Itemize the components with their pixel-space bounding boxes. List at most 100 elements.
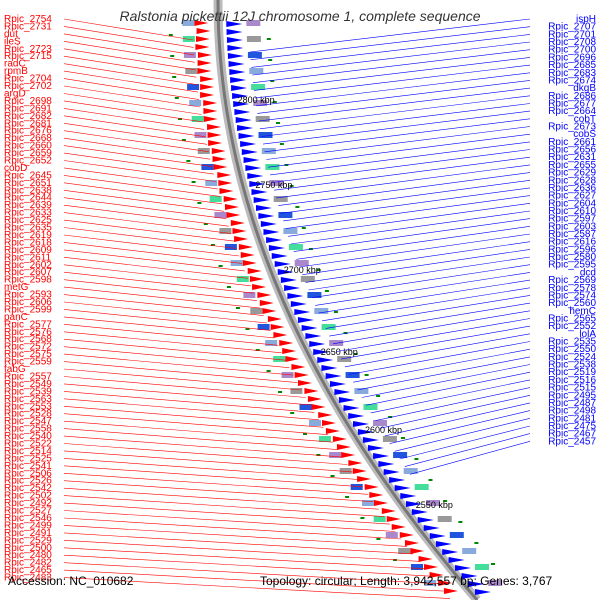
right-strand-gene-arrow bbox=[353, 421, 370, 427]
left-strand-gene-arrow bbox=[200, 92, 215, 98]
topology-text: Topology: circular; Length: 3,942,557 bp… bbox=[260, 574, 553, 588]
gene-label-left: Rpic_2609 bbox=[4, 245, 52, 256]
tick-mark bbox=[168, 34, 173, 36]
left-strand-gene-arrow bbox=[217, 172, 232, 178]
feature-block bbox=[318, 436, 331, 442]
feature-block bbox=[253, 100, 268, 106]
right-strand-gene-arrow bbox=[455, 565, 472, 571]
label-connector-right bbox=[357, 356, 531, 391]
feature-block bbox=[339, 468, 352, 474]
tick-mark bbox=[197, 202, 202, 204]
label-connector-right bbox=[258, 87, 531, 122]
right-strand-gene-arrow bbox=[251, 189, 268, 195]
gene-label-left: Rpic_2572 bbox=[4, 342, 52, 353]
gene-label-right: Rpic_2565 bbox=[548, 314, 596, 325]
gene-label-right: Rpic_2629 bbox=[548, 168, 596, 179]
feature-block bbox=[300, 276, 315, 282]
tick-mark bbox=[172, 76, 177, 78]
label-connector-left bbox=[63, 406, 324, 428]
left-strand-gene-arrow bbox=[249, 276, 264, 282]
gene-label-left: Rpic_2682 bbox=[4, 111, 52, 122]
label-connector-left bbox=[63, 435, 343, 458]
left-strand-gene-arrow bbox=[318, 412, 333, 418]
left-strand-gene-arrow bbox=[291, 364, 306, 370]
label-connector-left bbox=[63, 383, 311, 406]
right-strand-gene-arrow bbox=[227, 45, 244, 51]
label-connector-left bbox=[63, 18, 194, 41]
feature-block bbox=[294, 260, 309, 266]
tick-mark bbox=[324, 290, 329, 292]
left-strand-gene-arrow bbox=[238, 244, 253, 250]
right-strand-gene-arrow bbox=[263, 229, 280, 235]
tick-mark bbox=[388, 416, 393, 418]
feature-block bbox=[488, 580, 503, 586]
label-connector-left bbox=[63, 93, 202, 115]
label-connector-right bbox=[340, 325, 531, 360]
gene-label-left: Rpic_2660 bbox=[4, 141, 52, 152]
label-connector-right bbox=[276, 164, 531, 199]
right-strand-gene-arrow bbox=[226, 29, 243, 35]
label-connector-right bbox=[299, 233, 531, 268]
tick-mark bbox=[191, 181, 196, 183]
feature-block bbox=[354, 388, 369, 394]
label-connector-right bbox=[325, 295, 531, 329]
label-connector-left bbox=[63, 301, 268, 324]
gene-label-left: Rpic_2575 bbox=[4, 349, 52, 360]
right-strand-gene-arrow bbox=[230, 77, 247, 83]
feature-block bbox=[189, 100, 202, 106]
left-strand-gene-arrow bbox=[279, 340, 294, 346]
tick-mark bbox=[303, 433, 307, 435]
label-connector-left bbox=[63, 48, 196, 71]
left-strand-gene-arrow bbox=[247, 268, 262, 274]
label-connector-left bbox=[63, 577, 451, 599]
label-connector-left bbox=[63, 85, 201, 108]
feature-block bbox=[290, 388, 303, 394]
gene-label-left: Rpic_2549 bbox=[4, 379, 52, 390]
gene-label-right: Rpic_2616 bbox=[548, 237, 596, 248]
gene-label-left: Rpic_2599 bbox=[4, 304, 52, 315]
label-connector-left bbox=[63, 55, 197, 78]
gene-label-left: cobD bbox=[4, 163, 27, 174]
feature-block bbox=[265, 340, 278, 346]
gene-label-left: Rpic_2568 bbox=[4, 334, 52, 345]
feature-block bbox=[246, 36, 261, 42]
feature-block bbox=[350, 484, 363, 490]
gene-label-right: Rpic_2655 bbox=[548, 160, 596, 171]
right-strand-gene-arrow bbox=[338, 397, 355, 403]
left-strand-gene-arrow bbox=[242, 260, 257, 266]
label-connector-left bbox=[63, 264, 251, 287]
gene-label-left: Rpic_2547 bbox=[4, 416, 52, 427]
feature-block bbox=[307, 292, 322, 298]
gene-label-right: Rpic_2524 bbox=[548, 352, 596, 363]
left-strand-gene-arrow bbox=[223, 196, 238, 202]
gene-label-left: Rpic_2715 bbox=[4, 51, 52, 62]
gene-label-left: Rpic_2659 bbox=[4, 148, 52, 159]
label-connector-left bbox=[63, 510, 396, 532]
tick-mark bbox=[272, 101, 277, 103]
gene-label-right: Rpic_2686 bbox=[548, 91, 596, 102]
label-connector-right bbox=[290, 210, 531, 245]
tick-mark bbox=[289, 185, 294, 187]
left-strand-gene-arrow bbox=[325, 428, 340, 434]
label-connector-right bbox=[333, 310, 531, 345]
label-connector-left bbox=[63, 100, 203, 123]
tick-mark bbox=[401, 437, 405, 439]
gene-label-left: ileS bbox=[4, 36, 21, 47]
label-connector-right bbox=[269, 141, 531, 176]
gene-label-right: Rpic_2674 bbox=[548, 75, 596, 86]
right-strand-gene-arrow bbox=[271, 253, 288, 259]
right-strand-gene-arrow bbox=[334, 389, 351, 395]
scale-label: 2700 kbp bbox=[284, 265, 321, 275]
label-connector-left bbox=[63, 353, 294, 376]
left-strand-gene-arrow bbox=[348, 460, 363, 466]
right-strand-gene-arrow bbox=[317, 357, 334, 363]
label-connector-right bbox=[399, 425, 531, 460]
gene-label-left: Rpic_2558 bbox=[4, 424, 52, 435]
label-connector-left bbox=[63, 41, 195, 63]
gene-label-left: Rpic_2480 bbox=[4, 550, 52, 561]
gene-label-right: Rpic_2457 bbox=[548, 436, 596, 447]
gene-label-right: Rpic_2515 bbox=[548, 383, 596, 394]
gene-label-left: Rpic_2500 bbox=[4, 543, 52, 554]
gene-label-right: Rpic_2628 bbox=[548, 175, 596, 186]
